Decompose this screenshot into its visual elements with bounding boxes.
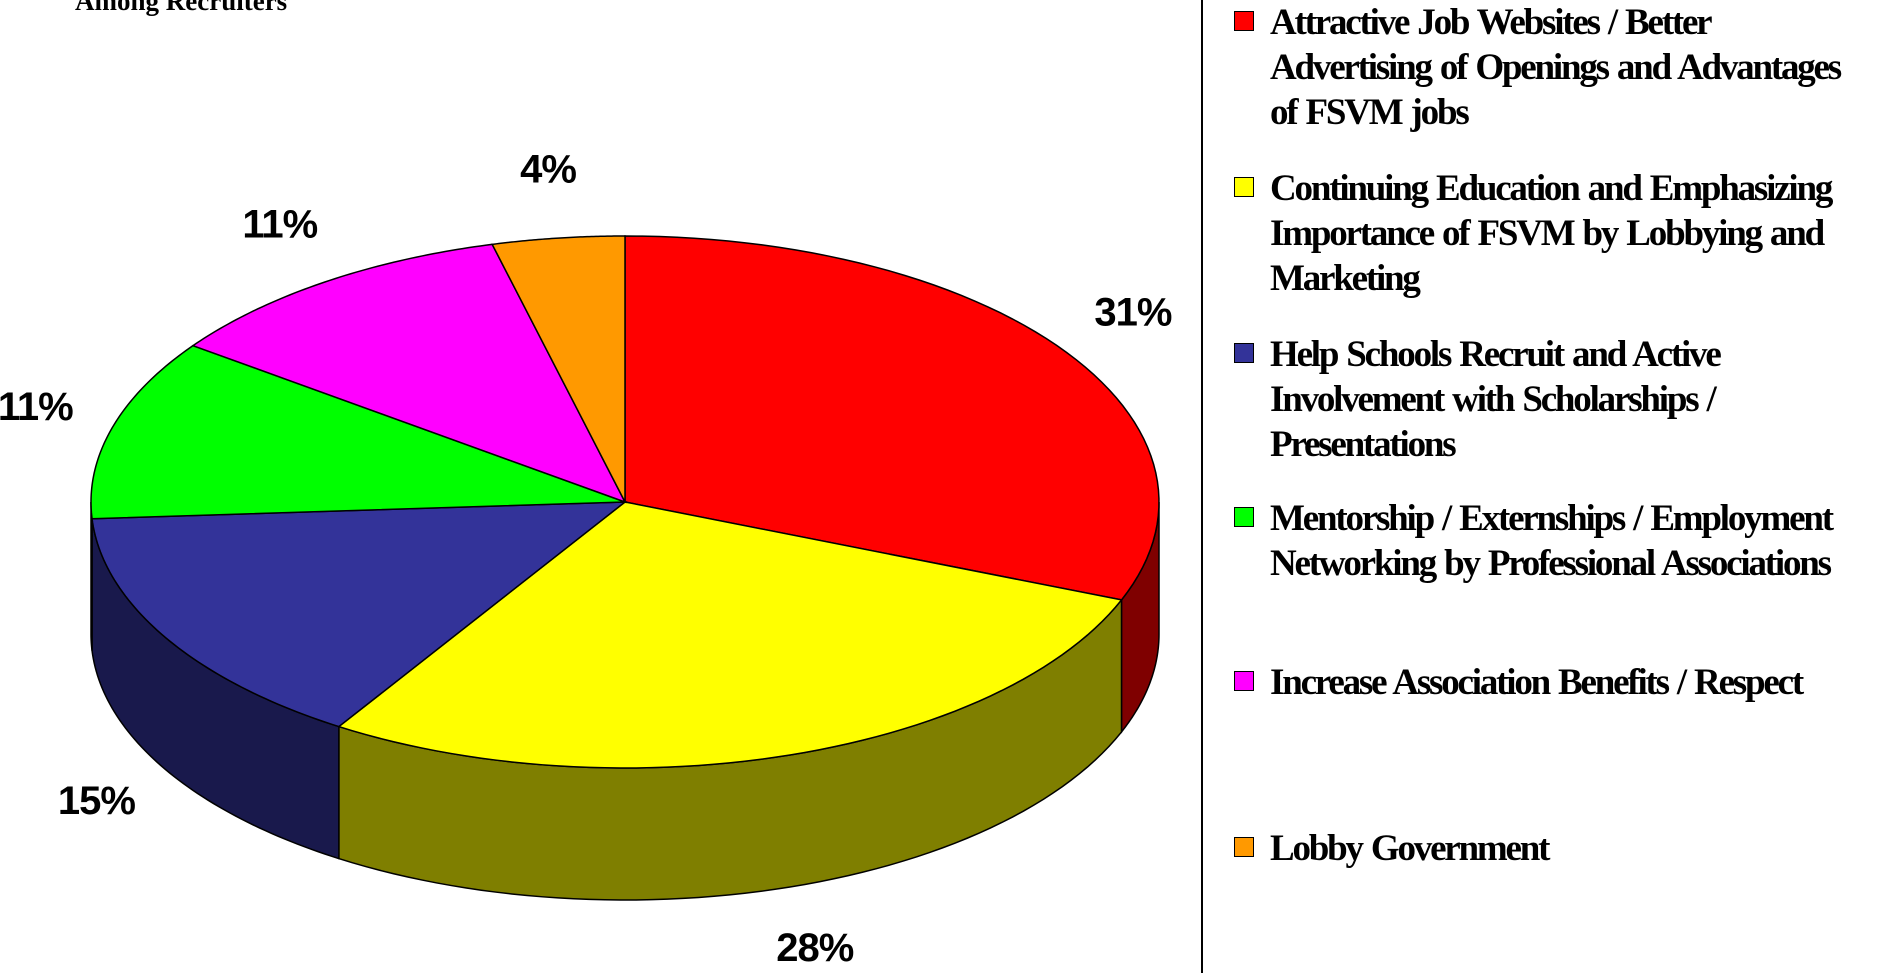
legend-item: Attractive Job Websites / Better Adverti… [1234,0,1874,135]
legend-item: Help Schools Recruit and Active Involvem… [1234,332,1874,467]
legend-item: Mentorship / Externships / Employment Ne… [1234,496,1874,586]
data-label: 11% [0,385,73,429]
data-label: 31% [1094,291,1171,335]
legend-swatch [1234,671,1254,691]
legend-swatch [1234,11,1254,31]
legend-swatch [1234,837,1254,857]
pie-side [90,501,93,651]
legend-swatch [1234,507,1254,527]
pie-slice [91,501,628,728]
legend-label: Attractive Job Websites / Better Adverti… [1270,2,1842,133]
legend-label: Lobby Government [1270,828,1550,869]
pie-slice [491,235,626,503]
legend-item: Lobby Government [1234,826,1874,871]
legend-swatch [1234,343,1254,363]
legend-item: Continuing Education and Emphasizing Imp… [1234,166,1874,301]
legend-label: Help Schools Recruit and Active Involvem… [1270,334,1722,465]
legend-swatch [1234,177,1254,197]
pie-slice [337,501,1123,769]
data-label: 4% [520,148,576,192]
pie-slice [624,235,1160,601]
data-label: 28% [776,926,853,970]
legend-label: Mentorship / Externships / Employment Ne… [1270,498,1834,584]
pie-slice [90,344,626,520]
data-label: 11% [242,203,317,247]
legend-label: Increase Association Benefits / Respect [1270,662,1804,703]
legend-label: Continuing Education and Emphasizing Imp… [1270,168,1833,299]
data-label: 15% [58,779,135,823]
chart-title: Among Recruiters [75,0,287,16]
pie-slice [191,243,627,504]
legend-item: Increase Association Benefits / Respect [1234,660,1874,705]
